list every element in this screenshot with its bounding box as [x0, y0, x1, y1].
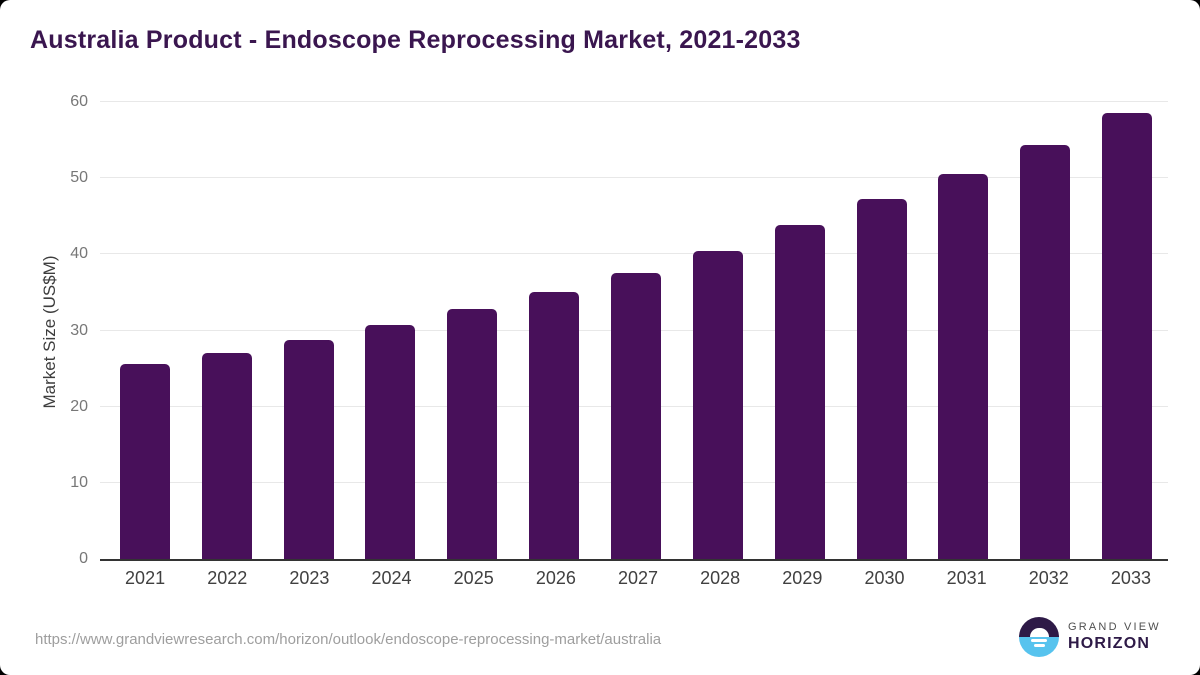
- x-tick-2027: 2027: [617, 568, 659, 588]
- y-tick-10: 10: [70, 473, 88, 491]
- bar-slot-2032: [1004, 102, 1086, 559]
- gridline-50: [100, 177, 1168, 179]
- x-axis-tick-labels: 2021 2022 2023 2024 2025 2026 2027 2028 2029 2030…: [100, 568, 1172, 589]
- bar-slot-2033: [1086, 102, 1168, 559]
- x-tick-2024: 2024: [371, 568, 412, 588]
- bar-2033: [1102, 112, 1153, 559]
- plot-area: [100, 101, 1168, 561]
- bar-2024: [365, 325, 416, 559]
- y-tick-40: 40: [70, 245, 88, 263]
- x-tick-2022: 2022: [207, 568, 248, 588]
- x-tick-2026: 2026: [535, 568, 576, 588]
- y-axis-tick-labels: 0 10 20 30 40 50 60: [0, 94, 88, 567]
- bar-slot-2026: [513, 102, 595, 559]
- bar-2026: [529, 291, 580, 559]
- bar-2032: [1020, 145, 1071, 559]
- gridline-60: [100, 101, 1168, 102]
- bar-slot-2031: [922, 102, 1004, 559]
- bar-2028: [692, 250, 743, 559]
- y-tick-0: 0: [79, 550, 88, 567]
- x-tick-2030: 2030: [864, 568, 905, 588]
- bar-2025: [447, 309, 498, 559]
- chart-title: Australia Product - Endoscope Reprocessi…: [30, 26, 801, 54]
- x-tick-2023: 2023: [289, 568, 330, 588]
- logo-sun-dome: [1029, 627, 1049, 637]
- y-tick-20: 20: [70, 397, 88, 415]
- logo-horizon-line-1: [1031, 638, 1047, 642]
- bar-slot-2030: [841, 102, 923, 559]
- bar-slot-2022: [186, 102, 268, 559]
- y-tick-60: 60: [70, 93, 88, 110]
- bar-2023: [283, 339, 334, 559]
- gridline-40: [100, 253, 1168, 255]
- x-tick-2032: 2032: [1028, 568, 1069, 588]
- logo-sea-half: [1019, 637, 1059, 657]
- x-tick-2028: 2028: [700, 568, 741, 588]
- bar-slot-2027: [595, 102, 677, 559]
- x-tick-2031: 2031: [946, 568, 987, 588]
- bar-slot-2023: [268, 102, 350, 559]
- bar-2022: [201, 352, 252, 559]
- y-tick-30: 30: [70, 321, 88, 339]
- grand-view-horizon-logo: GRAND VIEW HORIZON: [1019, 617, 1161, 657]
- bar-slot-2025: [431, 102, 513, 559]
- bar-slot-2028: [677, 102, 759, 559]
- logo-text: GRAND VIEW HORIZON: [1068, 621, 1161, 653]
- sunrise-horizon-icon: [1019, 617, 1059, 657]
- bar-slot-2021: [104, 102, 186, 559]
- bar-2027: [610, 272, 661, 559]
- bar-2029: [774, 225, 825, 559]
- bar-slot-2024: [350, 102, 432, 559]
- x-tick-2029: 2029: [782, 568, 823, 588]
- logo-sky-half: [1019, 617, 1059, 637]
- y-tick-50: 50: [70, 169, 88, 187]
- x-tick-2033: 2033: [1110, 568, 1151, 588]
- logo-brand-top: GRAND VIEW: [1068, 621, 1161, 633]
- bar-2031: [938, 173, 989, 559]
- bars-container: [100, 102, 1168, 559]
- source-url: https://www.grandviewresearch.com/horizo…: [35, 631, 662, 648]
- bar-2021: [119, 364, 170, 559]
- bar-slot-2029: [759, 102, 841, 559]
- logo-brand-bottom: HORIZON: [1068, 635, 1151, 652]
- x-tick-2025: 2025: [453, 568, 494, 588]
- bar-2030: [856, 198, 907, 559]
- logo-horizon-line-2: [1033, 644, 1045, 647]
- x-tick-2021: 2021: [125, 568, 166, 588]
